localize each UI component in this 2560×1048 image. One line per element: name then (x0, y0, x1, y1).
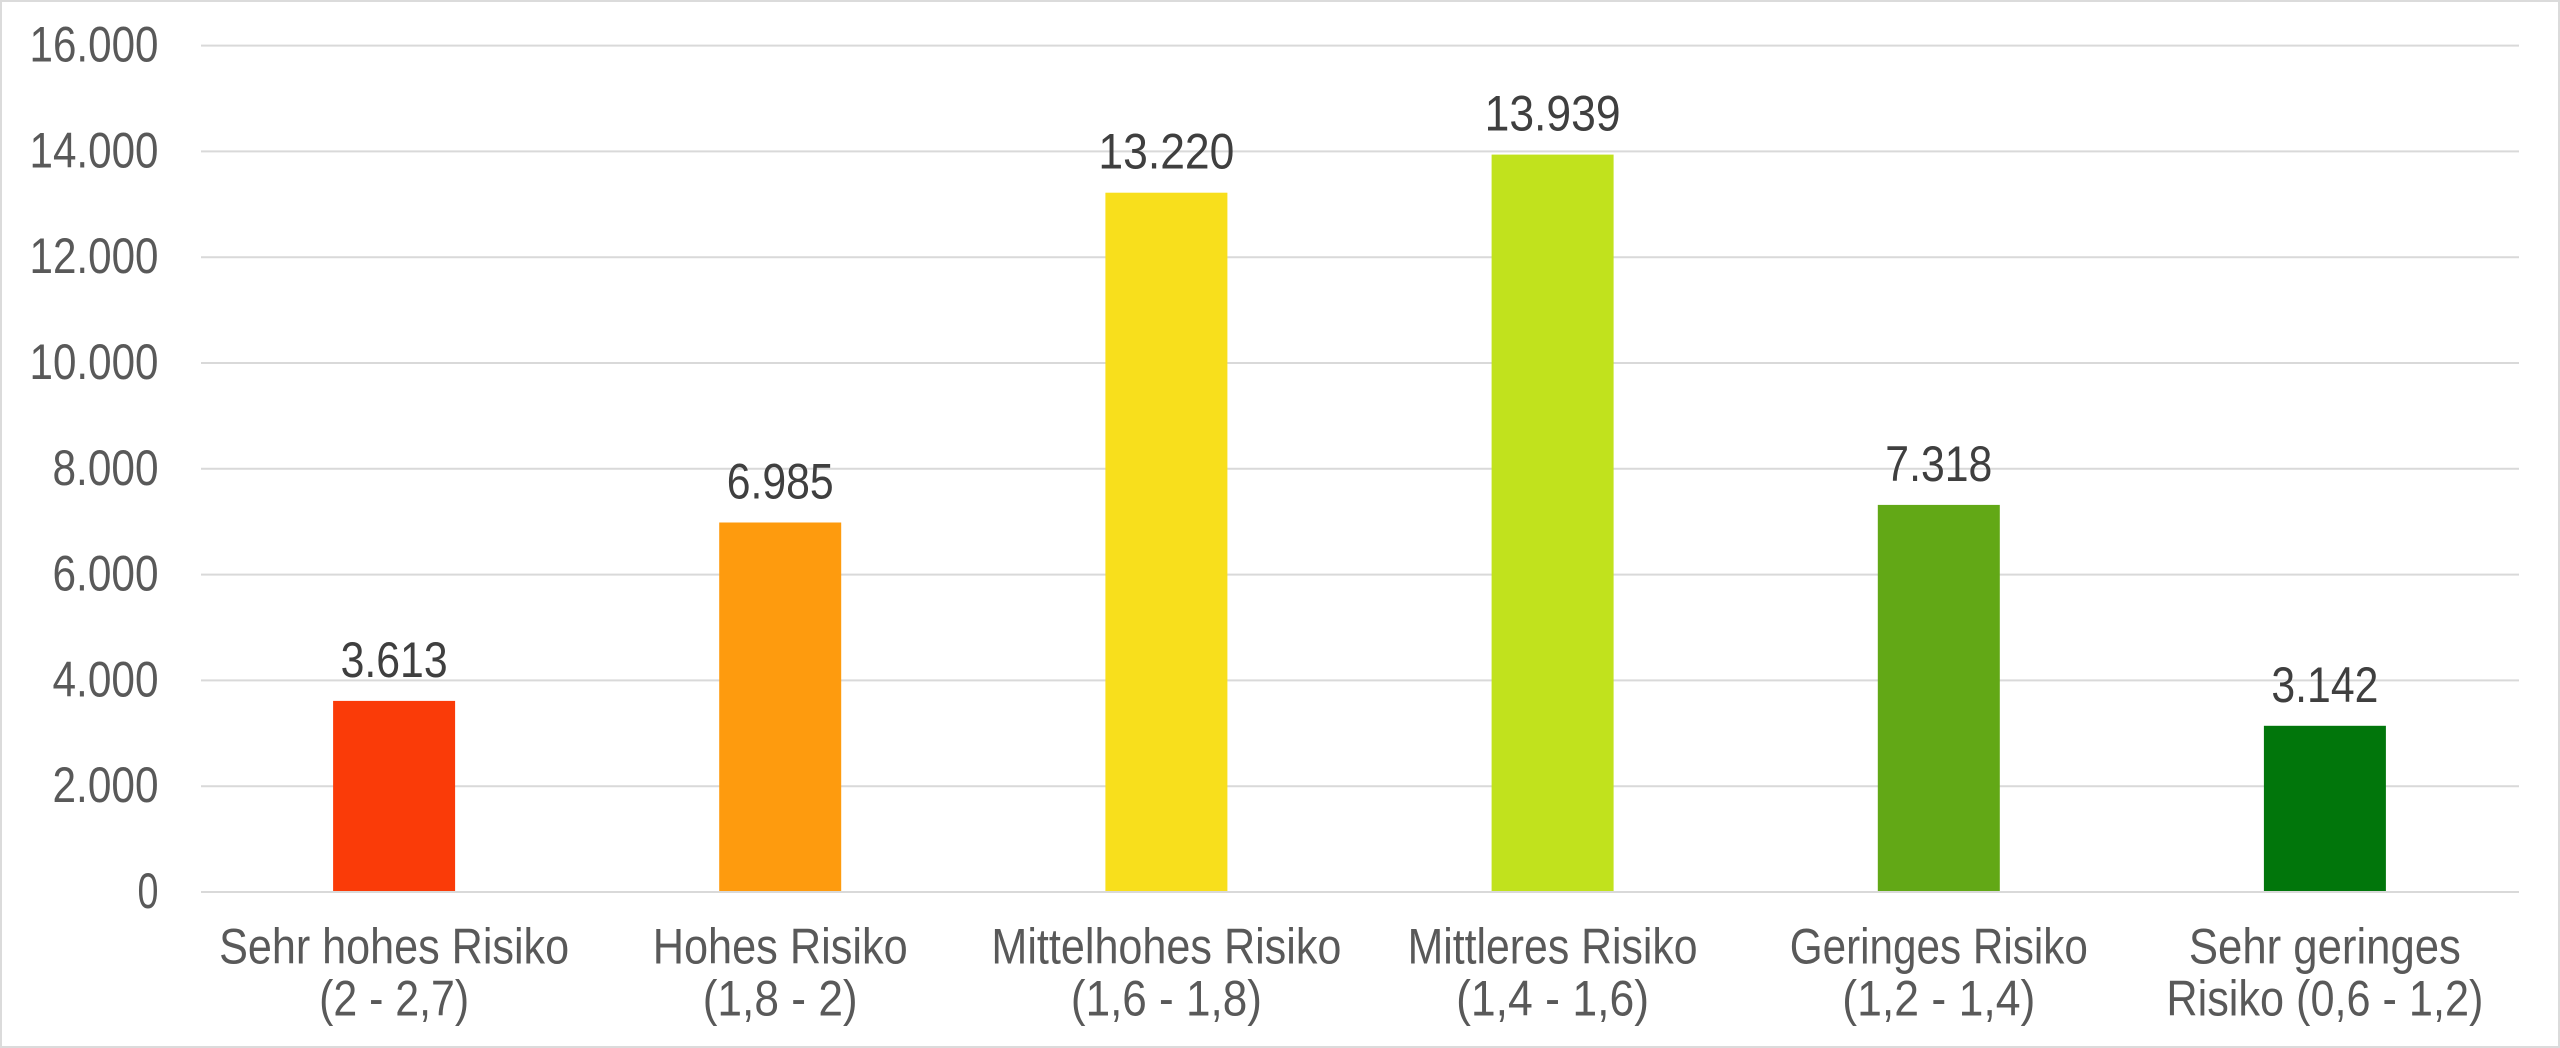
svg-text:Sehr geringes: Sehr geringes (2189, 919, 2461, 975)
svg-text:16.000: 16.000 (30, 17, 159, 73)
svg-text:13.939: 13.939 (1485, 86, 1621, 142)
svg-text:4.000: 4.000 (53, 651, 159, 707)
svg-text:(1,4 - 1,6): (1,4 - 1,6) (1456, 971, 1649, 1027)
svg-text:(1,8 - 2): (1,8 - 2) (703, 971, 858, 1027)
svg-text:7.318: 7.318 (1885, 436, 1992, 492)
svg-text:(1,6 - 1,8): (1,6 - 1,8) (1071, 971, 1262, 1027)
svg-text:12.000: 12.000 (30, 228, 159, 284)
svg-text:14.000: 14.000 (30, 122, 159, 178)
svg-text:0: 0 (138, 863, 159, 919)
svg-text:Risiko (0,6 - 1,2): Risiko (0,6 - 1,2) (2166, 971, 2483, 1027)
svg-text:2.000: 2.000 (53, 757, 159, 813)
svg-text:Mittelhohes Risiko: Mittelhohes Risiko (991, 919, 1341, 975)
svg-text:6.000: 6.000 (53, 546, 159, 602)
svg-text:Sehr hohes Risiko: Sehr hohes Risiko (219, 919, 569, 975)
svg-text:6.985: 6.985 (727, 454, 834, 510)
svg-text:3.613: 3.613 (341, 632, 448, 688)
svg-text:Geringes Risiko: Geringes Risiko (1790, 919, 2088, 975)
svg-text:10.000: 10.000 (30, 334, 159, 390)
svg-text:8.000: 8.000 (53, 440, 159, 496)
svg-text:Mittleres Risiko: Mittleres Risiko (1408, 919, 1698, 975)
svg-text:13.220: 13.220 (1098, 124, 1234, 180)
svg-text:3.142: 3.142 (2271, 657, 2378, 713)
svg-text:Hohes Risiko: Hohes Risiko (653, 919, 908, 975)
svg-text:(1,2 - 1,4): (1,2 - 1,4) (1842, 971, 2035, 1027)
svg-text:(2 - 2,7): (2 - 2,7) (319, 971, 469, 1027)
